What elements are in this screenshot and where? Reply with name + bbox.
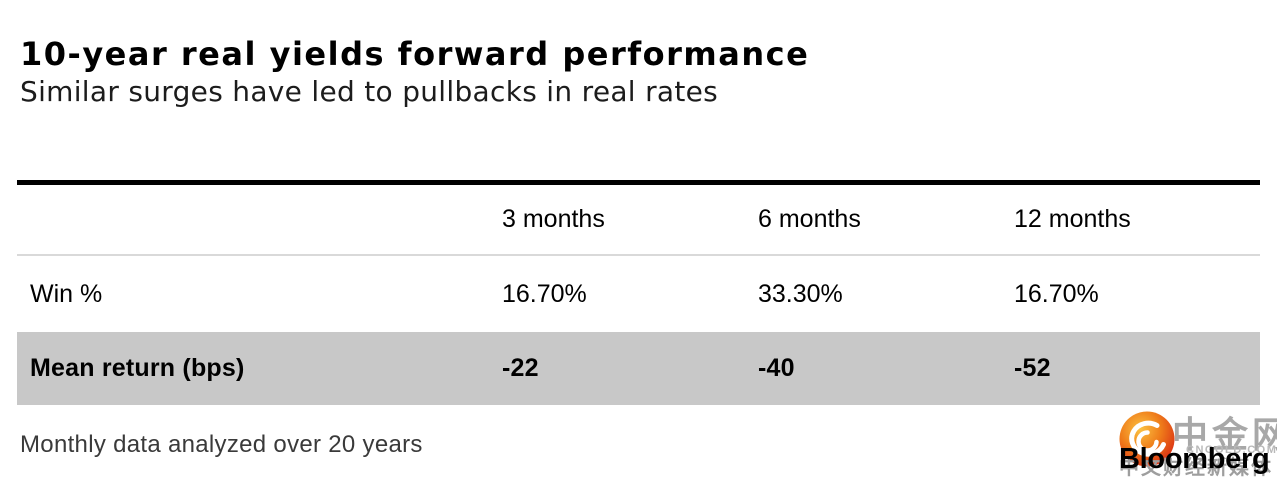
footnote: Monthly data analyzed over 20 years [20, 431, 423, 458]
table-row-win-pct: Win % 16.70% 33.30% 16.70% [17, 254, 1260, 332]
chart-header: 10-year real yields forward performance … [20, 36, 809, 108]
win-pct-6m: 33.30% [758, 279, 843, 308]
watermark-tagline: 中文财经新媒体 [1119, 457, 1273, 479]
table-row-mean-return: Mean return (bps) -22 -40 -52 [17, 332, 1260, 405]
row-label: Win % [30, 279, 103, 308]
watermark-site-name: 中金网 [1172, 414, 1277, 455]
performance-table: 3 months 6 months 12 months Win % 16.70%… [17, 180, 1260, 405]
mean-return-3m: -22 [502, 354, 539, 382]
win-pct-12m: 16.70% [1014, 279, 1099, 308]
watermark-domain: CNGOLD.COM.CN [1186, 444, 1277, 456]
column-header-12-months: 12 months [1014, 205, 1131, 233]
table-header-row: 3 months 6 months 12 months [17, 185, 1260, 254]
column-header-3-months: 3 months [502, 205, 605, 233]
mean-return-12m: -52 [1014, 354, 1051, 382]
source-attribution: Bloomberg [1119, 443, 1270, 475]
page-subtitle: Similar surges have led to pullbacks in … [20, 74, 719, 108]
mean-return-6m: -40 [758, 354, 795, 382]
cngold-cloud-logo-icon [1119, 411, 1175, 467]
row-label: Mean return (bps) [30, 354, 245, 382]
page-title: 10-year real yields forward performance [20, 35, 810, 73]
column-header-6-months: 6 months [758, 205, 861, 233]
win-pct-3m: 16.70% [502, 279, 587, 308]
